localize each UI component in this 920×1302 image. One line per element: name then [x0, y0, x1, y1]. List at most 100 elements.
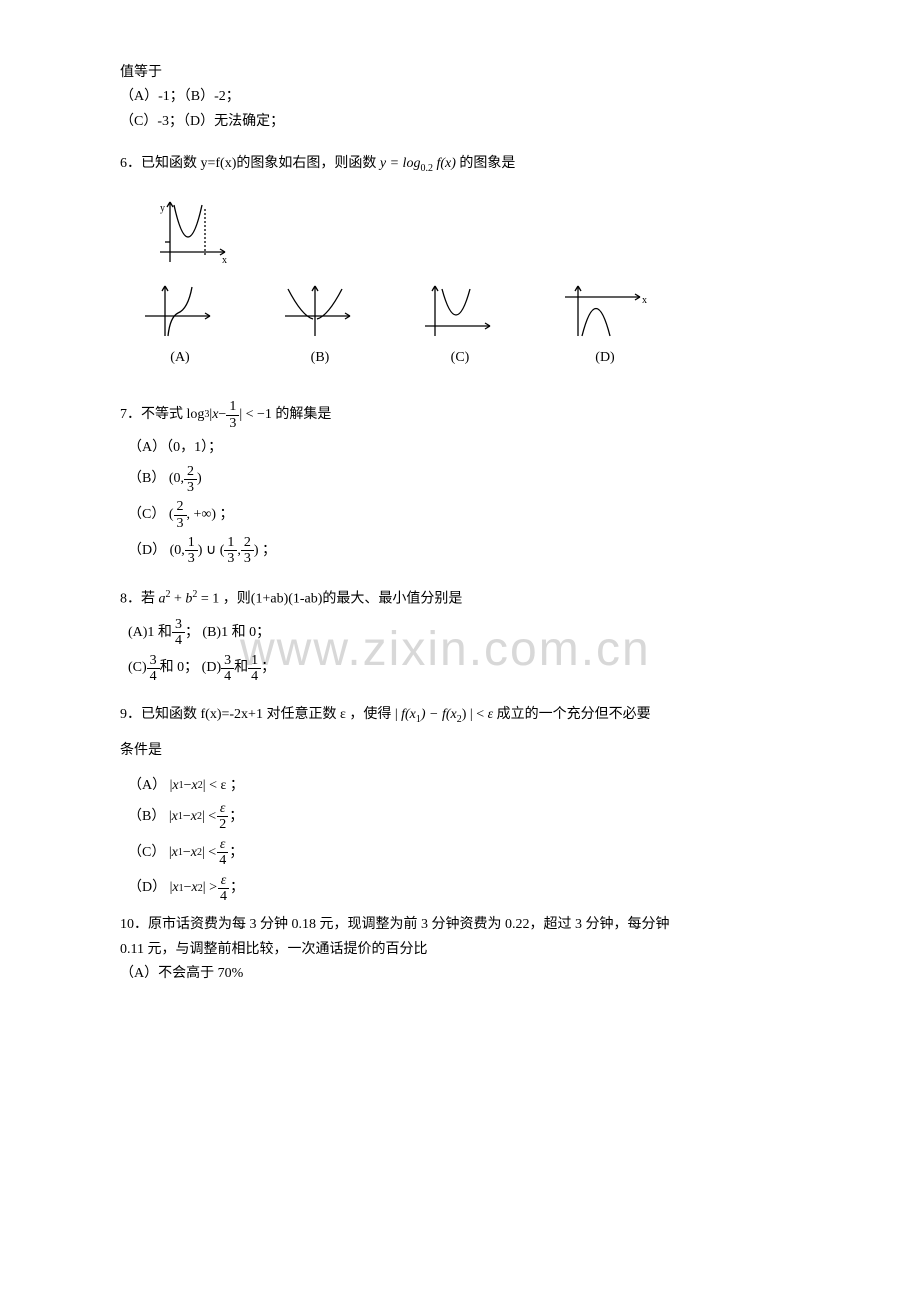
q9-d-label: （D） |	[128, 877, 172, 899]
q9-d-num: ε	[218, 873, 230, 889]
q6: 6．已知函数 y=f(x)的图象如右图，则函数 y = log0.2 f(x) …	[120, 153, 830, 369]
q8-pre: 8．若	[120, 592, 159, 607]
q10-opt-a: （A）不会高于 70%	[120, 963, 830, 985]
q9-mid: ) − f(x	[421, 707, 457, 722]
q6-post: 的图象是	[456, 156, 516, 171]
q8-c-frac: 34	[147, 653, 160, 685]
q7-c-den: 3	[174, 516, 187, 531]
q8-c-f2: 34	[221, 653, 234, 685]
q9-d-frac: ε4	[217, 873, 230, 905]
q7-opt-a: （A）（0，1）；	[128, 437, 830, 459]
q9-b-semi: ；	[229, 806, 243, 828]
q6-opt-d-svg: x	[560, 281, 650, 341]
q8-c-f2d: 4	[221, 669, 234, 684]
q7-d-f1n: 1	[185, 535, 198, 551]
q9-c-den: 4	[216, 853, 229, 868]
q7-head: 7．不等式 log3 | x − 13 | < −1 的解集是	[120, 399, 830, 431]
q6-fx: f(x)	[433, 156, 456, 171]
q9-opt-d: （D） | x1 − x2 | > ε4 ；	[128, 873, 830, 905]
svg-text:x: x	[642, 295, 647, 306]
q6-opt-b: (B)	[280, 281, 360, 369]
q9-b-den: 2	[216, 817, 229, 832]
q7-d-f2: 13	[224, 535, 237, 567]
q8-opt-ab: (A)1 和 34 ； (B)1 和 0；	[128, 617, 830, 649]
q7-d-f3d: 3	[241, 551, 254, 566]
q6-opt-c: (C)	[420, 281, 500, 369]
q6-opt-b-svg	[280, 281, 360, 341]
q8-c-f3n: 1	[248, 653, 261, 669]
q6-ref-svg: x y	[150, 197, 230, 267]
q7-c-frac: 23	[174, 499, 187, 531]
q8-eq: = 1 ，则(1+ab)(1-ab)的最大、最小值分别是	[197, 592, 462, 607]
svg-text:y: y	[160, 203, 165, 214]
q8-a-num: 3	[172, 617, 185, 633]
q8-c-den: 4	[147, 669, 160, 684]
q7-c-pre: （C） (	[128, 504, 174, 526]
q9-d-semi: ；	[230, 877, 244, 899]
q9-close: ) | <	[462, 707, 488, 722]
q7-b-pre: （B） (0,	[128, 468, 184, 490]
q6-label-c: (C)	[451, 347, 470, 369]
q6-pre: 6．已知函数 y=f(x)的图象如右图，则函数	[120, 156, 380, 171]
q9-b-minus: −	[183, 806, 191, 828]
q9-opt-c: （C） | x1 − x2 | < ε4 ；	[128, 837, 830, 869]
q7-d-f2n: 1	[224, 535, 237, 551]
q9-c-semi: ；	[229, 842, 243, 864]
q6-opt-c-svg	[420, 281, 500, 341]
q8-c-f3d: 4	[248, 669, 261, 684]
q8-c-f2n: 3	[221, 653, 234, 669]
q7-opt-c: （C） ( 23 , +∞) ；	[128, 499, 830, 531]
q8-opt-cd: (C) 34 和 0； (D) 34 和 14 ；	[128, 653, 830, 685]
svg-text:x: x	[222, 255, 227, 266]
q8-head: 8．若 a2 + b2 = 1 ，则(1+ab)(1-ab)的最大、最小值分别是	[120, 587, 830, 611]
q9-a-post: | < ε ；	[203, 775, 244, 797]
q7-b-num: 2	[184, 464, 197, 480]
q8-c-pre: (C)	[128, 657, 147, 679]
q7-opt-d: （D） (0, 13 ) ∪ ( 13 , 23 ) ；	[128, 535, 830, 567]
q9-pre: 9．已知函数 f(x)=-2x+1 对任意正数 ε ，使得 |	[120, 707, 401, 722]
q8-c-num: 3	[147, 653, 160, 669]
q9-b-postpre: | <	[202, 806, 216, 828]
q7-d-post: ) ；	[254, 540, 276, 562]
q7: 7．不等式 log3 | x − 13 | < −1 的解集是 （A）（0，1）…	[120, 399, 830, 567]
q9-a-pre: （A） |	[128, 775, 172, 797]
q5-line1: 值等于	[120, 62, 830, 84]
q6-options-row: (A) (B)	[140, 281, 830, 369]
q6-opt-a-svg	[140, 281, 220, 341]
q7-c-post: , +∞) ；	[187, 504, 234, 526]
q6-head: 6．已知函数 y=f(x)的图象如右图，则函数 y = log0.2 f(x) …	[120, 153, 830, 177]
q5-opts-ab: （A）-1；（B）-2；	[120, 86, 830, 108]
q8-a-pre: (A)1 和	[128, 622, 172, 644]
q7-opt-b: （B） (0, 23 )	[128, 464, 830, 496]
q6-math: y = log	[380, 156, 421, 171]
q9-a-minus: −	[184, 775, 192, 797]
q7-d-f3n: 2	[241, 535, 254, 551]
q9-opt-a: （A） | x1 − x2 | < ε ；	[128, 775, 830, 797]
q9-d-den: 4	[217, 889, 230, 904]
q9-line2: 条件是	[120, 740, 830, 762]
q6-ref-graph: x y	[150, 197, 830, 267]
q9-c-num: ε	[217, 837, 229, 853]
q9-b-label: （B） |	[128, 806, 172, 828]
q7-d-f1d: 3	[185, 551, 198, 566]
q6-label-a: (A)	[170, 347, 189, 369]
q6-sub: 0.2	[420, 163, 433, 174]
q6-opt-a: (A)	[140, 281, 220, 369]
q9-d-minus: −	[184, 877, 192, 899]
q8-a: a	[159, 592, 166, 607]
q5-opts-cd: （C）-3；（D）无法确定；	[120, 111, 830, 133]
q9-c-minus: −	[183, 842, 191, 864]
q7-c-num: 2	[174, 499, 187, 515]
q7-b-post: )	[197, 468, 202, 490]
q7-frac: 13	[226, 399, 239, 431]
q8-c-mid2: 和	[234, 657, 248, 679]
q7-d-f2d: 3	[224, 551, 237, 566]
q5-tail: 值等于 （A）-1；（B）-2； （C）-3；（D）无法确定；	[120, 62, 830, 133]
q8-c-f3: 14	[248, 653, 261, 685]
q8-plus: +	[171, 592, 186, 607]
q9-post: 成立的一个充分但不必要	[493, 707, 651, 722]
q8-c-post: ；	[261, 657, 275, 679]
q10-line1: 10．原市话资费为每 3 分钟 0.18 元，现调整为前 3 分钟资费为 0.2…	[120, 914, 830, 936]
q7-mid2: | < −1 的解集是	[239, 404, 331, 426]
q7-b-frac: 23	[184, 464, 197, 496]
